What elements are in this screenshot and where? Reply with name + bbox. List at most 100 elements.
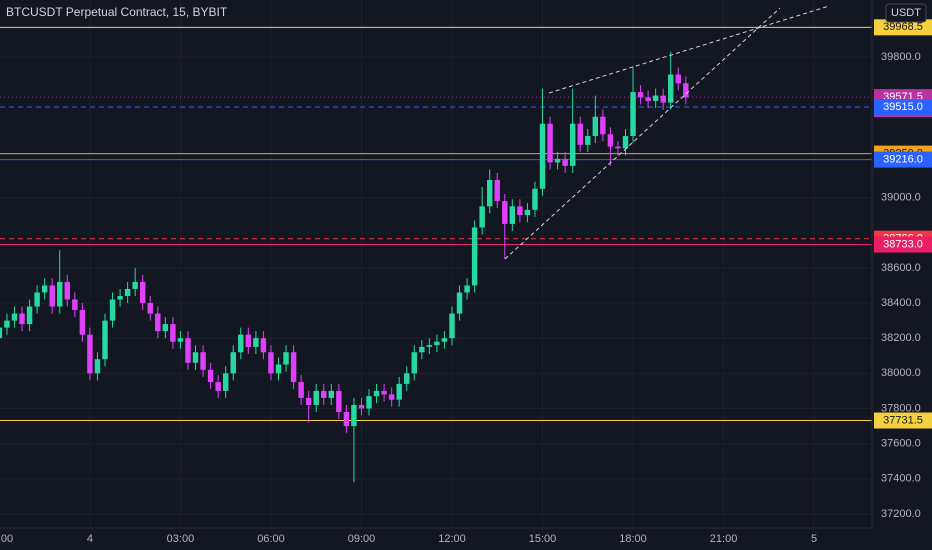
x-tick-label: 21:00 (0, 533, 13, 545)
price-label: 39216.0 (883, 154, 923, 166)
candle-body (343, 411, 350, 427)
candle-body (275, 364, 282, 374)
candle-body (283, 352, 289, 365)
candle-body (607, 134, 614, 147)
candle-body (464, 285, 470, 293)
price-lines (0, 26, 872, 422)
price-label: 39515.0 (883, 101, 923, 113)
candle-body (132, 281, 138, 289)
candle-body (321, 390, 327, 398)
x-tick-label: 12:00 (438, 533, 466, 545)
candle-body (645, 97, 651, 101)
price-label: 39968.5 (883, 21, 923, 33)
candle-body (456, 292, 463, 314)
y-tick-label: 37600.0 (881, 438, 921, 450)
candle-body (238, 334, 244, 353)
candle-body (147, 303, 153, 314)
axes: 37200.0 37400.0 37600.0 37800.0 38000.0 38200… (0, 51, 921, 545)
candle-body (486, 179, 493, 207)
candle-body (622, 136, 629, 149)
candle-body (509, 206, 516, 224)
candle-body (683, 83, 689, 98)
candle-body (539, 123, 546, 189)
candle-body (305, 397, 312, 405)
chart-title: BTCUSDT Perpetual Contract, 15, BYBIT (6, 5, 228, 19)
candle-body (366, 396, 372, 409)
candle-body (19, 313, 25, 325)
candle-body (554, 158, 561, 163)
candle-body (34, 292, 40, 307)
candle-body (94, 359, 101, 374)
x-tick-label: 4 (87, 533, 93, 545)
candle-body (532, 188, 538, 210)
candle-body (72, 299, 78, 311)
candle-body (569, 123, 576, 166)
candle-body (253, 338, 259, 347)
candle-body (441, 338, 448, 342)
candle-body (585, 136, 591, 145)
candle-body (313, 390, 319, 405)
price-labels: 39968.539571.511:3339515.039250.039216.0… (874, 19, 932, 429)
candle-body (230, 352, 236, 374)
candle-body (668, 74, 674, 103)
candle-body (79, 310, 86, 335)
candle-body (57, 281, 63, 307)
candle-body (388, 394, 395, 400)
candle-body (660, 95, 666, 103)
price-label-bg (874, 151, 932, 168)
candle-body (434, 341, 440, 346)
y-tick-label: 39800.0 (881, 51, 921, 63)
wedge-lower (504, 7, 781, 260)
x-tick-label: 5 (811, 533, 817, 545)
candle-body (260, 338, 267, 353)
candle-body (140, 281, 146, 304)
x-tick-label: 21:00 (710, 533, 738, 545)
price-label: 38733.0 (883, 238, 923, 250)
candle-body (87, 334, 93, 374)
price-label-bg (874, 236, 932, 253)
x-tick-label: 06:00 (257, 533, 285, 545)
candle-body (64, 281, 71, 300)
candle-body (502, 201, 508, 224)
y-tick-label: 37200.0 (881, 508, 921, 520)
candle-body (4, 320, 10, 328)
candle-body (358, 404, 365, 409)
candle-body (547, 123, 553, 163)
currency: USDT (891, 7, 921, 19)
x-tick-label: 09:00 (348, 533, 376, 545)
candle-body (449, 313, 455, 339)
x-tick-label: 03:00 (167, 533, 195, 545)
candle-body (351, 404, 357, 427)
candle-body (124, 288, 131, 296)
candle-body (245, 334, 252, 347)
candle-body (290, 352, 297, 383)
candle-body (494, 179, 500, 202)
candle-body (215, 382, 221, 391)
candle-body (615, 146, 621, 149)
candle-body (109, 299, 116, 321)
candle-body (49, 285, 55, 307)
candle-body (524, 209, 531, 216)
candle-body (41, 285, 48, 293)
candle-body (637, 92, 644, 98)
price-label-bg (874, 19, 932, 36)
candle-body (479, 206, 485, 228)
candle-body (155, 313, 161, 332)
currency-box (885, 3, 927, 23)
candle-body (26, 306, 33, 325)
candle-body (177, 338, 184, 342)
y-tick-label: 37800.0 (881, 402, 921, 414)
y-tick-label: 39000.0 (881, 191, 921, 203)
candle-body (11, 313, 18, 321)
candle-body (373, 390, 380, 397)
candle-body (396, 383, 402, 400)
candle-body (517, 206, 523, 216)
x-tick-label: 15:00 (529, 533, 557, 545)
candle-body (562, 158, 568, 166)
candle-body (207, 369, 214, 383)
candle-body (200, 352, 206, 370)
price-label-bg (874, 412, 932, 429)
drawings (504, 5, 830, 260)
candle-body (426, 345, 433, 347)
